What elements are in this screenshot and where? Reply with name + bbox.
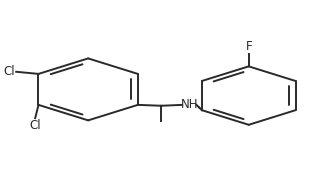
Text: Cl: Cl xyxy=(3,65,14,78)
Text: F: F xyxy=(245,40,252,53)
Text: NH: NH xyxy=(181,98,198,111)
Text: Cl: Cl xyxy=(29,119,41,132)
